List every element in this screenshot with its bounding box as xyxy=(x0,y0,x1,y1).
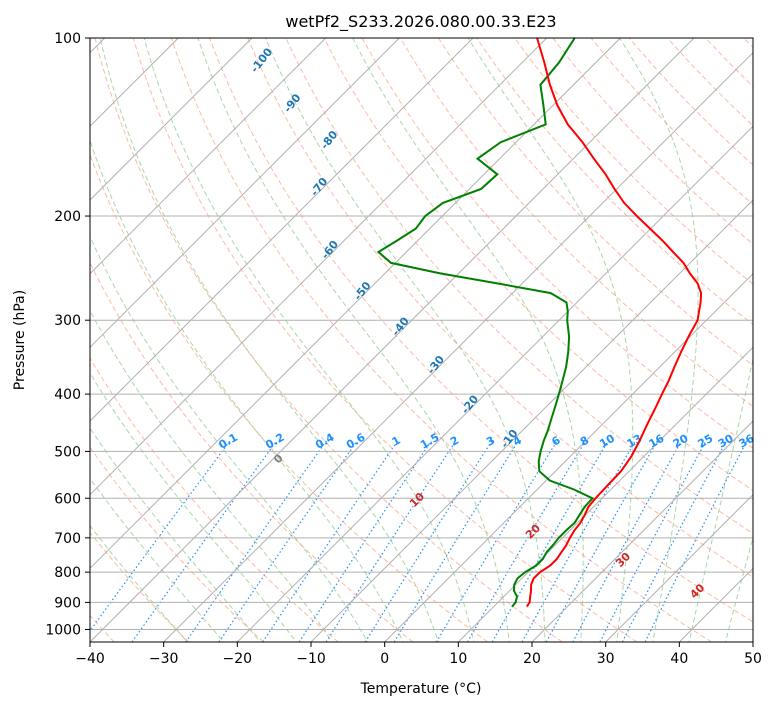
dewpoint-profile xyxy=(376,38,595,608)
dry-adiabat-line xyxy=(94,38,563,642)
mixing-ratio-line xyxy=(185,440,327,642)
isotherm-line xyxy=(531,420,753,642)
x-tick-label: −10 xyxy=(296,651,326,667)
isotherm-line xyxy=(310,199,753,642)
mixing-ratio-line xyxy=(262,440,399,642)
dry-adiabat-line xyxy=(399,38,753,408)
x-tick-label: −20 xyxy=(223,651,253,667)
moist-adiabat-line xyxy=(90,139,404,642)
mixing-ratio-line xyxy=(521,440,636,642)
dry-adiabat-line xyxy=(90,357,339,642)
isotherm-line xyxy=(605,493,753,642)
mixing-ratio-line xyxy=(466,440,587,642)
moist-adiabat-line xyxy=(467,38,634,642)
dry-adiabats xyxy=(90,38,753,642)
plot-frame xyxy=(89,37,754,643)
x-tick-label: 10 xyxy=(449,651,467,667)
dry-adiabat-line xyxy=(209,38,753,623)
y-tick-label: 1000 xyxy=(45,622,81,638)
x-tick-label: 20 xyxy=(523,651,541,667)
chart-title: wetPf2_S233.2026.080.00.33.E23 xyxy=(285,12,556,32)
isotherm-line xyxy=(236,125,753,642)
y-tick-label: 300 xyxy=(54,313,81,329)
y-axis-ticks: 100 200 300 400 500 600 700 800 900 1000 xyxy=(45,31,90,638)
moist-adiabat-line xyxy=(265,38,546,642)
moist-adiabat-line xyxy=(90,427,261,642)
isotherm-line xyxy=(90,38,695,642)
moist-adiabat-line xyxy=(725,535,753,642)
mixing-ratio-line xyxy=(90,440,231,632)
isotherm-line xyxy=(90,38,327,275)
dry-adiabat-line xyxy=(514,38,753,285)
moist-adiabat-line xyxy=(90,235,369,642)
y-tick-label: 600 xyxy=(54,491,81,507)
isotherm-line xyxy=(163,51,753,642)
mixing-ratio-line xyxy=(364,440,493,642)
y-tick-label: 100 xyxy=(54,31,81,47)
dry-adiabat-line xyxy=(437,38,753,366)
dry-adiabat-line xyxy=(90,531,190,642)
x-tick-label: −30 xyxy=(149,651,179,667)
x-tick-label: 30 xyxy=(597,651,615,667)
moist-adiabat-line xyxy=(90,309,333,642)
moist-adiabat-line xyxy=(90,477,225,642)
isotherm-line xyxy=(90,38,400,349)
mixing-ratio-line xyxy=(435,440,558,642)
dry-adiabat-line xyxy=(132,38,638,642)
dry-adiabat-line xyxy=(170,38,712,642)
isotherm-line xyxy=(90,38,474,422)
x-tick-label: −40 xyxy=(75,651,105,667)
temperature-profile xyxy=(525,38,703,608)
x-tick-label: 50 xyxy=(744,651,762,667)
mixing-ratio-line xyxy=(491,440,609,642)
y-axis-label: Pressure (hPa) xyxy=(12,290,28,390)
moist-adiabat-line xyxy=(90,372,297,642)
isotherm-line xyxy=(90,38,548,496)
mixing-ratio-label: 36 xyxy=(737,432,757,451)
y-tick-label: 200 xyxy=(54,209,81,225)
mixing-ratio-line xyxy=(325,440,457,642)
x-tick-label: 0 xyxy=(380,651,389,667)
x-axis-label: Temperature (°C) xyxy=(360,681,482,697)
isotherms xyxy=(90,38,753,642)
moist-adiabat-line xyxy=(688,356,753,642)
y-tick-label: 900 xyxy=(54,595,81,611)
moist-adiabat-line xyxy=(143,38,475,642)
moist-adiabat-line xyxy=(197,38,510,642)
dry-adiabat-line xyxy=(90,446,264,642)
mixing-ratio-line xyxy=(218,440,358,642)
dry-adiabat-line xyxy=(247,38,753,578)
y-tick-label: 800 xyxy=(54,565,81,581)
dry-adiabat-line xyxy=(323,38,753,492)
x-axis-ticks: −40 −30 −20 −10 0 10 20 30 40 50 xyxy=(75,642,762,667)
mixing-ratio-line xyxy=(644,440,748,642)
isobars xyxy=(90,38,753,630)
y-tick-label: 500 xyxy=(54,444,81,460)
y-tick-label: 400 xyxy=(54,387,81,403)
x-tick-label: 40 xyxy=(670,651,688,667)
moist-adiabat-line xyxy=(352,38,584,642)
isotherm-line xyxy=(90,38,253,201)
y-tick-label: 700 xyxy=(54,531,81,547)
isotherm-line xyxy=(457,346,753,642)
dry-adiabat-line xyxy=(90,153,488,642)
isotherm-line xyxy=(90,38,621,570)
